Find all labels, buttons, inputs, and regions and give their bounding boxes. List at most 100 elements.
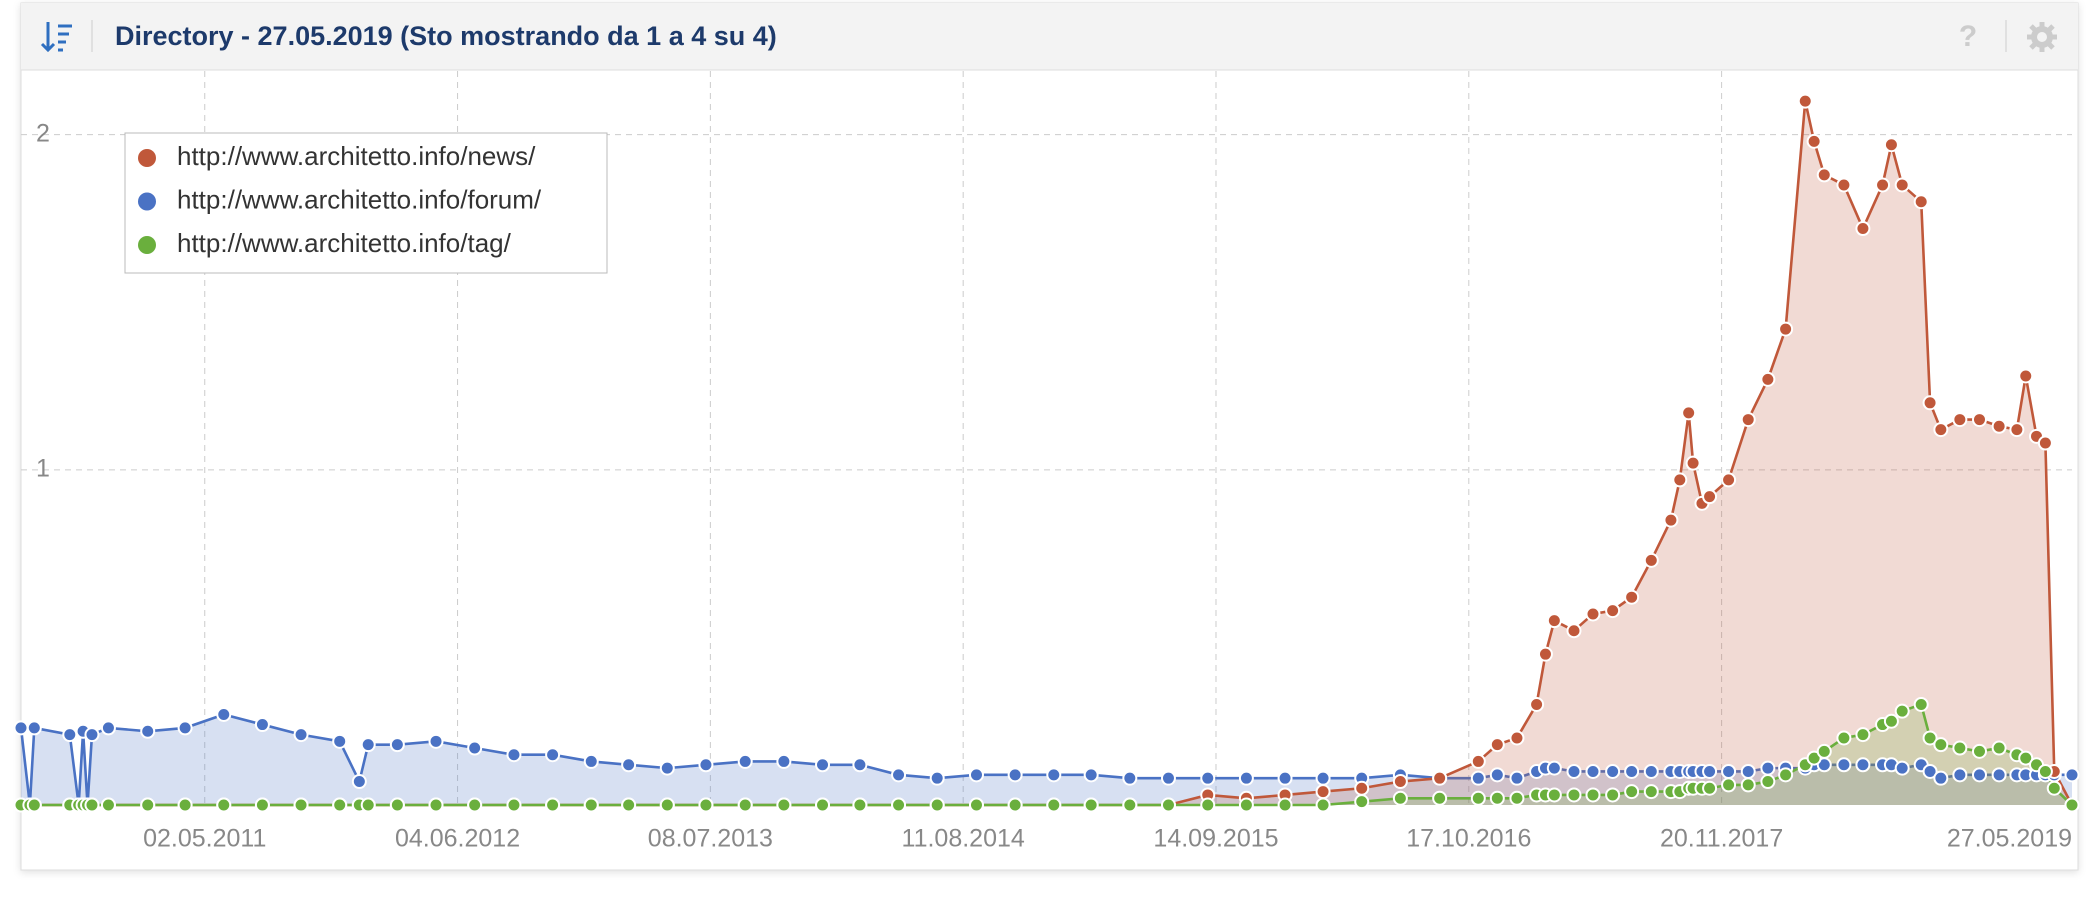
- data-point: [2009, 422, 2025, 438]
- data-point: [1721, 777, 1737, 793]
- legend-marker: [138, 192, 156, 211]
- data-point: [776, 797, 792, 813]
- data-point: [177, 720, 193, 736]
- data-point: [1991, 767, 2007, 783]
- area: [21, 714, 2072, 805]
- data-point: [1585, 763, 1601, 779]
- data-point: [1971, 412, 1987, 428]
- data-point: [2018, 368, 2034, 384]
- data-point: [1971, 743, 1987, 759]
- data-point: [1624, 763, 1640, 779]
- data-point: [1470, 790, 1486, 806]
- data-point: [1160, 770, 1176, 786]
- data-point: [1432, 790, 1448, 806]
- data-point: [506, 797, 522, 813]
- data-point: [1933, 737, 1949, 753]
- header-title: Directory - 27.05.2019 (Sto mostrando da…: [115, 21, 777, 51]
- data-point: [968, 767, 984, 783]
- area: [21, 101, 2072, 806]
- data-point: [13, 720, 29, 736]
- data-point: [583, 797, 599, 813]
- data-point: [1046, 797, 1062, 813]
- data-point: [1489, 790, 1505, 806]
- data-point: [1894, 760, 1910, 776]
- data-point: [351, 774, 367, 790]
- data-point: [1605, 603, 1621, 619]
- legend-marker: [138, 236, 156, 254]
- data-point: [1277, 770, 1293, 786]
- data-point: [1760, 774, 1776, 790]
- data-point: [1806, 750, 1822, 766]
- data-point: [332, 797, 348, 813]
- settings-icon[interactable]: [2027, 22, 2057, 52]
- data-point: [621, 797, 637, 813]
- x-tick-label: 11.08.2014: [902, 825, 1025, 853]
- data-point: [1315, 770, 1331, 786]
- data-point: [62, 727, 78, 743]
- data-point: [2064, 797, 2080, 813]
- legend-label: http://www.architetto.info/news/: [177, 141, 536, 171]
- data-point: [1913, 194, 1929, 210]
- y-tick-label: 1: [36, 454, 50, 482]
- data-point: [1354, 780, 1370, 796]
- data-point: [467, 740, 483, 756]
- data-point: [100, 797, 116, 813]
- data-point: [177, 797, 193, 813]
- data-point: [1470, 770, 1486, 786]
- x-tick-label: 08.07.2013: [648, 825, 773, 853]
- data-point: [1702, 780, 1718, 796]
- x-tick-label: 20.11.2017: [1660, 825, 1783, 853]
- data-point: [1778, 767, 1794, 783]
- data-point: [1432, 770, 1448, 786]
- data-point: [737, 753, 753, 769]
- help-icon[interactable]: ?: [1959, 20, 1977, 53]
- legend-label: http://www.architetto.info/tag/: [177, 228, 512, 258]
- data-point: [929, 770, 945, 786]
- data-point: [1922, 730, 1938, 746]
- sort-icon[interactable]: [40, 22, 72, 53]
- data-point: [1585, 787, 1601, 803]
- data-point: [1883, 137, 1899, 153]
- data-point: [891, 767, 907, 783]
- data-point: [1315, 784, 1331, 800]
- data-point: [815, 757, 831, 773]
- data-point: [84, 727, 100, 743]
- data-point: [1836, 177, 1852, 193]
- data-point: [1702, 489, 1718, 505]
- data-point: [2037, 763, 2053, 779]
- data-point: [1894, 703, 1910, 719]
- data-point: [1566, 623, 1582, 639]
- data-point: [140, 723, 156, 739]
- data-point: [1585, 606, 1601, 622]
- legend-marker: [138, 149, 156, 167]
- data-point: [428, 797, 444, 813]
- data-point: [1392, 790, 1408, 806]
- data-point: [1643, 763, 1659, 779]
- data-point: [1991, 740, 2007, 756]
- data-point: [852, 757, 868, 773]
- data-point: [1685, 455, 1701, 471]
- data-point: [84, 797, 100, 813]
- data-point: [1702, 763, 1718, 779]
- data-point: [1933, 422, 1949, 438]
- data-point: [1875, 177, 1891, 193]
- data-point: [1200, 797, 1216, 813]
- data-point: [929, 797, 945, 813]
- data-point: [216, 707, 232, 723]
- data-point: [1952, 740, 1968, 756]
- data-point: [1778, 321, 1794, 337]
- data-point: [1883, 713, 1899, 729]
- plot: 1 2 02.05.2011 04.06.2012 08.07.2013 11.08.20…: [13, 71, 2080, 853]
- data-point: [1816, 743, 1832, 759]
- data-point: [1546, 613, 1562, 629]
- data-point: [216, 797, 232, 813]
- data-point: [852, 797, 868, 813]
- data-point: [1238, 797, 1254, 813]
- data-point: [1855, 757, 1871, 773]
- data-point: [1681, 405, 1697, 421]
- data-point: [1797, 93, 1813, 109]
- data-point: [1855, 727, 1871, 743]
- data-point: [1566, 787, 1582, 803]
- data-point: [1566, 763, 1582, 779]
- data-point: [2037, 435, 2053, 451]
